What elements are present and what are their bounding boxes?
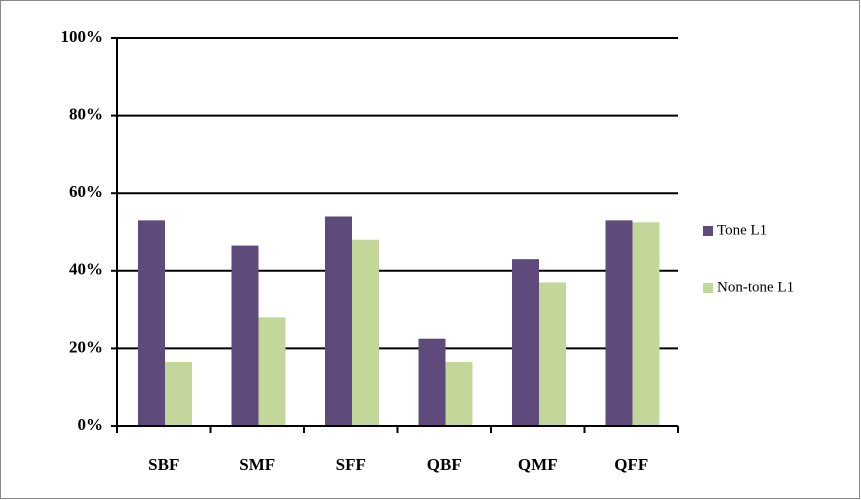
x-tick-label: SBF — [148, 455, 179, 474]
x-tick-label: QMF — [518, 455, 558, 474]
bar — [352, 239, 379, 426]
bar — [418, 338, 446, 426]
y-tick-label: 40% — [69, 260, 103, 279]
y-tick-label: 80% — [69, 105, 103, 124]
bar — [325, 216, 352, 426]
y-tick-label: 20% — [69, 337, 103, 356]
legend-swatch — [703, 226, 713, 236]
bar — [539, 282, 566, 426]
x-tick-label: QBF — [427, 455, 462, 474]
y-tick-label: 60% — [69, 182, 103, 201]
bar — [632, 222, 660, 426]
y-tick-label: 0% — [78, 415, 104, 434]
bar — [258, 317, 286, 426]
bar — [605, 220, 633, 426]
y-tick-label: 100% — [61, 27, 104, 46]
legend-swatch — [703, 283, 713, 293]
bar — [512, 259, 539, 426]
x-tick-label: QFF — [614, 455, 648, 474]
bar — [445, 361, 473, 426]
legend-label: Non-tone L1 — [717, 279, 794, 295]
x-tick-label: SMF — [239, 455, 275, 474]
bar — [165, 361, 192, 426]
legend-label: Tone L1 — [717, 222, 767, 238]
bar — [231, 245, 259, 426]
bar — [138, 220, 165, 426]
x-tick-label: SFF — [336, 455, 366, 474]
